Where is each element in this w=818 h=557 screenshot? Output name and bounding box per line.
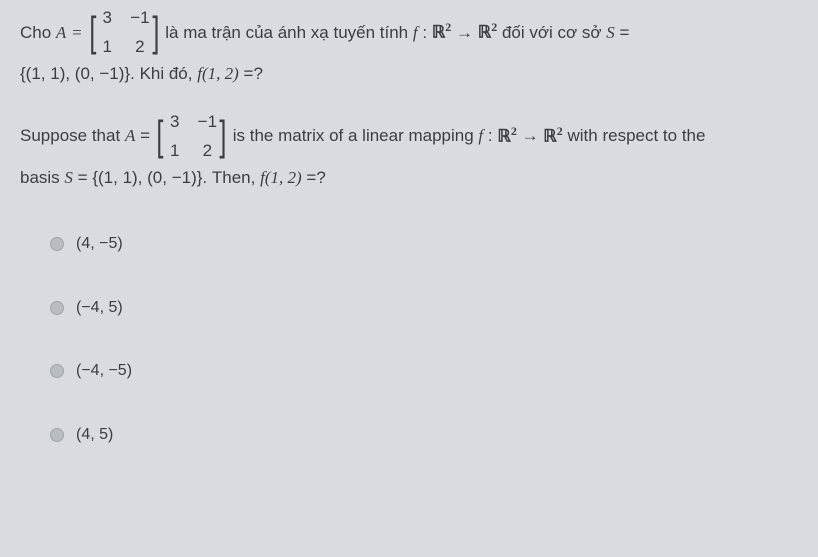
en-text-1: Suppose that	[20, 122, 120, 149]
vi-text-3: đối với cơ sở	[502, 19, 602, 46]
R2-4: ℝ2	[543, 122, 562, 150]
basis-set-vi: {(1, 1), (0, −1)}	[20, 60, 130, 87]
vi-line-2: {(1, 1), (0, −1)} . Khi đó, f(1, 2) =?	[20, 60, 798, 87]
var-A-en: A	[125, 122, 135, 149]
eq-q-en: =?	[306, 164, 325, 191]
f-eval-vi: f(1, 2)	[197, 60, 239, 87]
radio-icon[interactable]	[50, 364, 64, 378]
m2-a21: 1	[166, 137, 184, 164]
vi-text-cho: Cho	[20, 19, 51, 46]
basis-set-en: {(1, 1), (0, −1)}	[92, 164, 202, 191]
option-d[interactable]: (4, 5)	[50, 422, 798, 448]
R2-1: ℝ2	[432, 18, 451, 46]
matrix-cells-2: 3 −1 1 2	[166, 108, 217, 164]
arrow-2: →	[522, 122, 539, 149]
radio-icon[interactable]	[50, 428, 64, 442]
var-S: S	[606, 19, 615, 46]
en-text-4: basis	[20, 164, 60, 191]
vi-text-4: Khi đó,	[140, 60, 193, 87]
option-d-text: (4, 5)	[76, 422, 113, 448]
matrix-A-en: [ 3 −1 1 2 ]	[154, 108, 229, 164]
equals-4: =	[78, 164, 88, 191]
radio-icon[interactable]	[50, 237, 64, 251]
m-a22: 2	[130, 33, 149, 60]
radio-icon[interactable]	[50, 301, 64, 315]
R-sym-2: ℝ	[478, 23, 491, 42]
vi-text-2: là ma trận của ánh xạ tuyến tính	[165, 19, 408, 46]
equals-2: =	[620, 19, 630, 46]
en-line-2: basis S = {(1, 1), (0, −1)} . Then, f(1,…	[20, 164, 798, 191]
equals-3: =	[140, 122, 150, 149]
option-a-text: (4, −5)	[76, 231, 123, 257]
var-S-en: S	[64, 164, 73, 191]
question-english: Suppose that A = [ 3 −1 1 2 ] is the mat…	[20, 108, 798, 192]
eq-q-vi: =?	[244, 60, 263, 87]
en-text-3: with respect to the	[568, 122, 706, 149]
right-bracket-icon: ]	[152, 13, 159, 51]
en-line-1: Suppose that A = [ 3 −1 1 2 ] is the mat…	[20, 108, 798, 164]
question-vietnamese: Cho A = [ 3 −1 1 2 ] là ma trận của ánh …	[20, 4, 798, 88]
right-bracket-icon-2: ]	[219, 117, 226, 155]
left-bracket-icon-2: [	[156, 117, 163, 155]
R-sym-3: ℝ	[497, 126, 510, 145]
R2-2: ℝ2	[478, 18, 497, 46]
f-eval-en: f(1, 2)	[260, 164, 302, 191]
left-bracket-icon: [	[89, 13, 96, 51]
R-sym-4: ℝ	[543, 126, 556, 145]
R-sym: ℝ	[432, 23, 445, 42]
var-A: A	[56, 19, 66, 46]
m2-a22: 2	[198, 137, 217, 164]
m2-a12: −1	[198, 108, 217, 135]
m-a11: 3	[98, 4, 116, 31]
option-b-text: (−4, 5)	[76, 295, 123, 321]
options-list: (4, −5) (−4, 5) (−4, −5) (4, 5)	[50, 231, 798, 447]
equals-1: =	[71, 19, 82, 46]
option-c-text: (−4, −5)	[76, 358, 132, 384]
matrix-cells: 3 −1 1 2	[98, 4, 149, 60]
arrow-1: →	[456, 19, 473, 46]
m-a12: −1	[130, 4, 149, 31]
option-c[interactable]: (−4, −5)	[50, 358, 798, 384]
m2-a11: 3	[166, 108, 184, 135]
vi-line-1: Cho A = [ 3 −1 1 2 ] là ma trận của ánh …	[20, 4, 798, 60]
option-b[interactable]: (−4, 5)	[50, 295, 798, 321]
en-text-2: is the matrix of a linear mapping	[233, 122, 474, 149]
option-a[interactable]: (4, −5)	[50, 231, 798, 257]
matrix-A-vi: [ 3 −1 1 2 ]	[87, 4, 162, 60]
R2-3: ℝ2	[497, 122, 516, 150]
m-a21: 1	[98, 33, 116, 60]
en-text-5: Then,	[212, 164, 255, 191]
